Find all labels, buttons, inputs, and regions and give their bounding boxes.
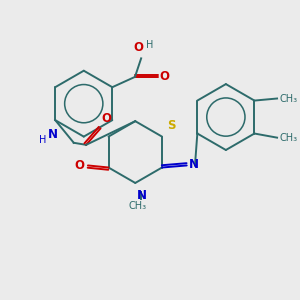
- Text: N: N: [48, 128, 58, 141]
- Text: O: O: [75, 159, 85, 172]
- Text: O: O: [102, 112, 112, 125]
- Text: O: O: [133, 41, 143, 54]
- Text: N: N: [189, 158, 199, 171]
- Text: CH₃: CH₃: [279, 94, 297, 103]
- Text: N: N: [137, 189, 147, 202]
- Text: H: H: [39, 135, 46, 145]
- Text: S: S: [167, 119, 176, 133]
- Text: CH₃: CH₃: [128, 202, 146, 212]
- Text: H: H: [146, 40, 154, 50]
- Text: O: O: [160, 70, 170, 83]
- Text: CH₃: CH₃: [279, 133, 297, 142]
